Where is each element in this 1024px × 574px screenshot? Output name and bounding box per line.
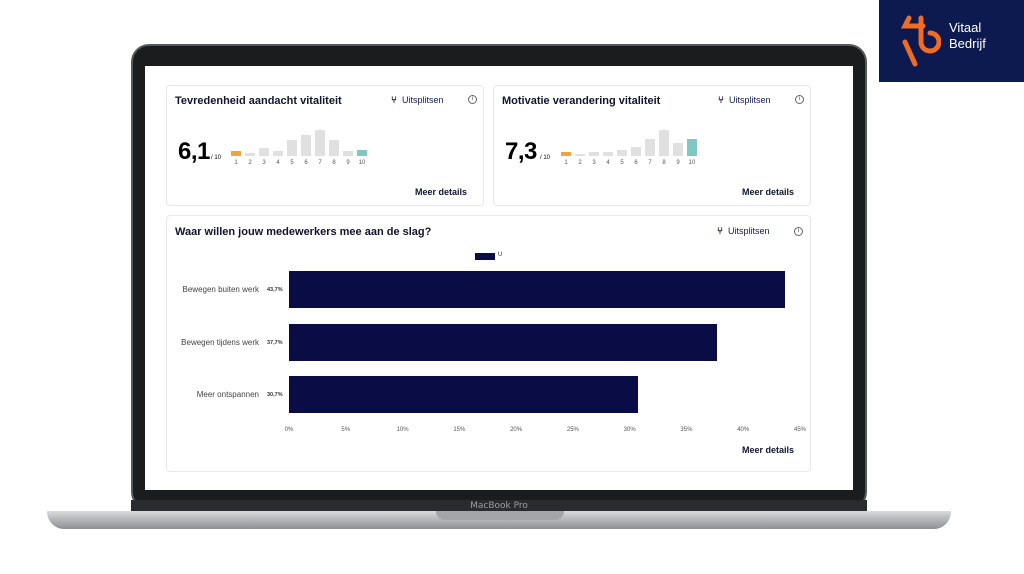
split-button[interactable]: ⑂ Uitsplitsen	[718, 95, 771, 106]
category-label: Bewegen tijdens werk	[181, 338, 259, 347]
distribution-tick-label: 4	[276, 160, 280, 166]
x-tick-label: 35%	[680, 427, 693, 433]
more-details-link[interactable]: Meer details	[741, 445, 794, 455]
distribution-tick-label: 7	[318, 160, 322, 166]
distribution-tick-label: 6	[304, 160, 308, 166]
x-tick-label: 0%	[284, 427, 294, 433]
distribution-bar	[673, 143, 683, 156]
card-motivatie: Motivatie verandering vitaliteit ⑂ Uitspl…	[493, 85, 811, 206]
value-label: 43,7%	[267, 287, 283, 293]
distribution-bar	[631, 147, 641, 156]
distribution-bar	[273, 150, 283, 156]
info-icon[interactable]: i	[794, 227, 803, 236]
branch-icon: ⑂	[718, 95, 724, 106]
x-tick-label: 40%	[737, 427, 750, 433]
horizontal-bar-chart: U Bewegen buiten werk 43,7% Bewegen tijdens…	[167, 216, 812, 473]
x-tick-label: 10%	[396, 427, 409, 433]
distribution-tick-label: 2	[578, 160, 582, 166]
distribution-bar	[259, 148, 269, 156]
info-icon[interactable]: i	[468, 95, 477, 104]
chart-bar	[289, 376, 638, 413]
logo-mark-icon	[901, 15, 941, 67]
distribution-tick-label: 9	[346, 160, 350, 166]
card-title: Motivatie verandering vitaliteit	[502, 95, 661, 107]
category-label: Meer ontspannen	[196, 390, 259, 399]
logo-line-1: Vitaal	[949, 20, 982, 35]
x-tick-label: 25%	[566, 427, 579, 433]
distribution-tick-label: 10	[688, 160, 696, 166]
distribution-tick-label: 8	[662, 160, 666, 166]
distribution-bar	[343, 150, 353, 156]
laptop-base-groove	[436, 511, 564, 520]
score-distribution-chart: 1 2 3 4 5 6 7 8 9 10	[231, 130, 371, 172]
branch-icon: ⑂	[391, 95, 397, 106]
distribution-bar	[645, 138, 655, 156]
distribution-tick-label: 6	[634, 160, 638, 166]
vitaal-bedrijf-logo: Vitaal Bedrijf	[879, 0, 1024, 82]
split-button[interactable]: ⑂ Uitsplitsen	[717, 226, 770, 237]
distribution-bar	[315, 130, 325, 156]
distribution-tick-label: 5	[290, 160, 294, 166]
split-label: Uitsplitsen	[728, 226, 770, 236]
info-icon[interactable]: i	[795, 95, 804, 104]
distribution-bar	[575, 153, 585, 156]
distribution-tick-label: 3	[592, 160, 596, 166]
x-tick-label: 20%	[510, 427, 523, 433]
distribution-bar	[357, 149, 367, 156]
logo-line-2: Bedrijf	[949, 36, 986, 51]
card-title: Waar willen jouw medewerkers mee aan de …	[175, 226, 432, 238]
score-distribution-chart: 1 2 3 4 5 6 7 8 9 10	[561, 130, 701, 172]
distribution-bar	[231, 150, 241, 156]
distribution-bar	[603, 151, 613, 156]
distribution-tick-label: 10	[358, 160, 366, 166]
distribution-tick-label: 1	[564, 160, 568, 166]
device-label: MacBook Pro	[470, 501, 528, 511]
x-tick-label: 5%	[341, 427, 351, 433]
score-denominator: / 10	[211, 155, 222, 161]
distribution-tick-label: 7	[648, 160, 652, 166]
distribution-bar	[617, 149, 627, 156]
logo-text: Vitaal Bedrijf	[949, 20, 986, 52]
distribution-tick-label: 3	[262, 160, 266, 166]
split-label: Uitsplitsen	[402, 95, 444, 105]
category-label: Bewegen buiten werk	[182, 285, 260, 294]
card-title: Tevredenheid aandacht vitaliteit	[175, 95, 342, 107]
distribution-tick-label: 4	[606, 160, 610, 166]
distribution-tick-label: 5	[620, 160, 624, 166]
x-tick-label: 15%	[453, 427, 466, 433]
distribution-bar	[287, 140, 297, 156]
legend-label: U	[498, 252, 503, 258]
value-label: 37,7%	[267, 340, 283, 346]
more-details-link[interactable]: Meer details	[414, 187, 467, 197]
distribution-bar	[301, 135, 311, 156]
score-value: 7,3	[505, 138, 537, 165]
distribution-tick-label: 9	[676, 160, 680, 166]
more-details-link[interactable]: Meer details	[741, 187, 794, 197]
distribution-tick-label: 2	[248, 160, 252, 166]
distribution-tick-label: 8	[332, 160, 336, 166]
distribution-bar	[659, 130, 669, 156]
split-label: Uitsplitsen	[729, 95, 771, 105]
distribution-bar	[329, 140, 339, 156]
laptop-screen: Tevredenheid aandacht vitaliteit ⑂ Uitspl…	[145, 66, 853, 490]
branch-icon: ⑂	[717, 226, 723, 237]
laptop-base	[47, 511, 951, 529]
x-tick-label: 30%	[623, 427, 636, 433]
split-button[interactable]: ⑂ Uitsplitsen	[391, 95, 444, 106]
laptop-hinge: MacBook Pro	[131, 500, 867, 512]
distribution-bar	[589, 151, 599, 156]
card-tevredenheid: Tevredenheid aandacht vitaliteit ⑂ Uitspl…	[166, 85, 484, 206]
x-tick-label: 45%	[793, 427, 806, 433]
value-label: 30,7%	[267, 392, 283, 398]
distribution-tick-label: 1	[234, 160, 238, 166]
score-value: 6,1	[178, 138, 210, 165]
chart-bar	[289, 324, 718, 361]
legend-swatch	[475, 253, 495, 260]
distribution-bar	[561, 151, 571, 156]
chart-bar	[289, 271, 786, 308]
distribution-bar	[687, 138, 697, 156]
score-denominator: / 10	[540, 155, 551, 161]
distribution-bar	[245, 153, 255, 156]
card-aan-de-slag: Waar willen jouw medewerkers mee aan de …	[166, 215, 811, 472]
